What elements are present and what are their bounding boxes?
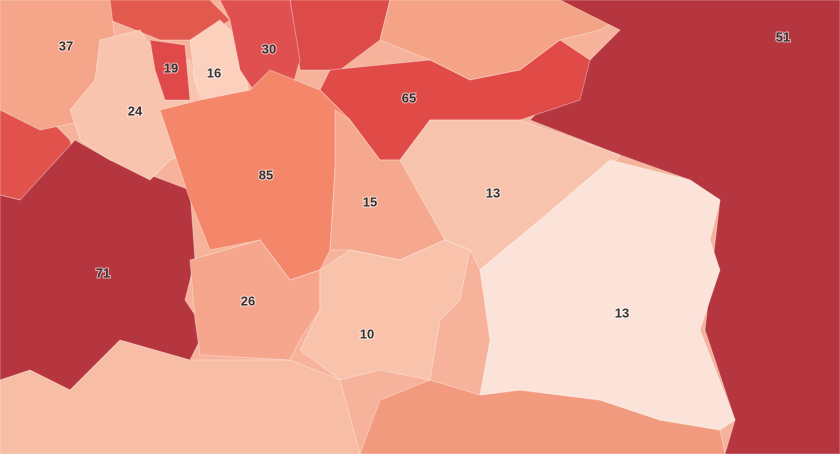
region-label: 37: [59, 38, 73, 53]
region-label: 19: [164, 60, 178, 75]
region: [319, 39, 591, 161]
region-label: 26: [241, 293, 255, 308]
region: [479, 159, 736, 431]
region-label: 30: [262, 41, 276, 56]
region-label: 15: [363, 194, 377, 209]
region-label: 24: [128, 103, 143, 118]
region-label: 13: [486, 185, 500, 200]
region-label: 71: [96, 265, 110, 280]
region: [189, 239, 321, 361]
region-label: 85: [259, 167, 273, 182]
region-label: 51: [776, 29, 790, 44]
region: [149, 39, 191, 101]
region: [299, 239, 471, 381]
region-label: 10: [360, 326, 374, 341]
region-label: 16: [207, 65, 221, 80]
region-label: 65: [402, 90, 416, 105]
region-label: 13: [615, 305, 629, 320]
